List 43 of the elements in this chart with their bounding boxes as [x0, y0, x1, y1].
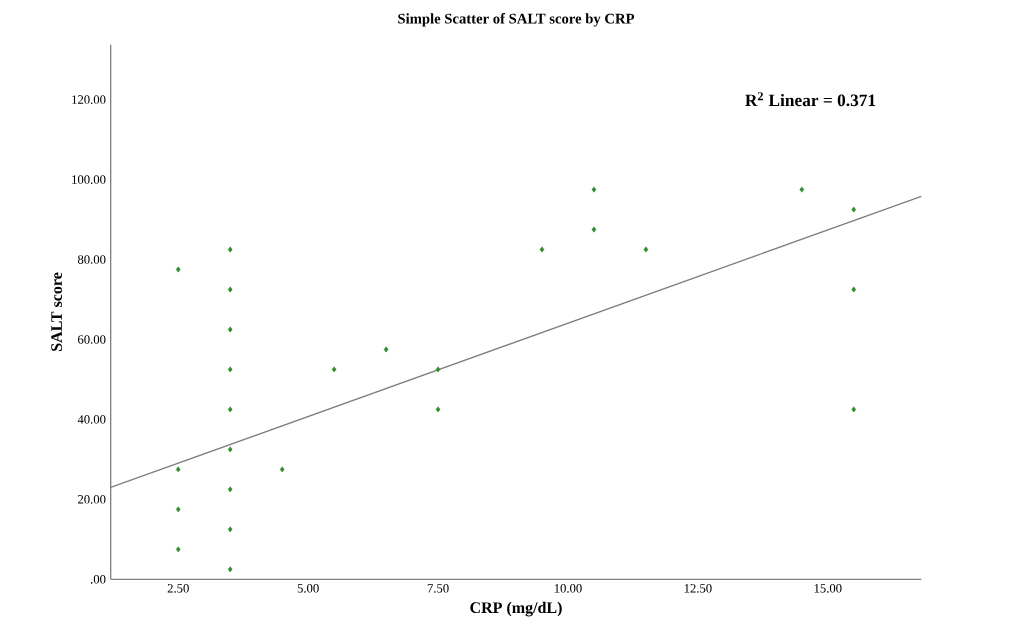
x-tick-label: 10.00 — [554, 584, 582, 593]
point — [175, 546, 181, 553]
y-tick-label: 40.00 — [77, 415, 106, 424]
x-tick-label: 7.50 — [427, 584, 449, 593]
point — [227, 566, 233, 573]
point — [799, 186, 805, 193]
point — [227, 526, 233, 533]
point — [227, 366, 233, 373]
point — [279, 466, 285, 473]
chart-title: Simple Scatter of SALT score by CRP — [398, 13, 635, 27]
point — [591, 226, 597, 233]
x-tick-label: 5.00 — [297, 584, 319, 593]
x-tick-label: 12.50 — [684, 584, 712, 593]
x-tick-label: 15.00 — [814, 584, 842, 593]
point — [175, 266, 181, 273]
y-tick-label: 80.00 — [77, 255, 106, 264]
point — [331, 366, 337, 373]
x-tick-label: 2.50 — [167, 584, 189, 593]
y-axis-title: SALT score — [51, 272, 62, 351]
point — [435, 366, 441, 373]
y-tick-label: 120.00 — [72, 95, 106, 104]
point — [227, 486, 233, 493]
point — [591, 186, 597, 193]
point — [435, 406, 441, 413]
point — [851, 286, 857, 293]
point — [227, 446, 233, 453]
y-tick-label: 60.00 — [78, 335, 106, 344]
point — [175, 466, 181, 473]
y-tick-label: .00 — [90, 575, 106, 584]
point — [227, 246, 233, 253]
point — [175, 506, 181, 513]
point — [539, 246, 545, 253]
point — [851, 406, 857, 413]
point — [851, 206, 857, 213]
x-axis-title: CRP (mg/dL) — [470, 601, 562, 617]
point — [383, 346, 389, 353]
point — [227, 406, 233, 413]
point — [227, 326, 233, 333]
y-tick-label: 100.00 — [72, 175, 106, 184]
point — [227, 286, 233, 293]
y-tick-label: 20.00 — [78, 495, 106, 504]
annotation: R$^{2}$ Linear = 0.371 — [745, 92, 876, 107]
point — [643, 246, 649, 253]
